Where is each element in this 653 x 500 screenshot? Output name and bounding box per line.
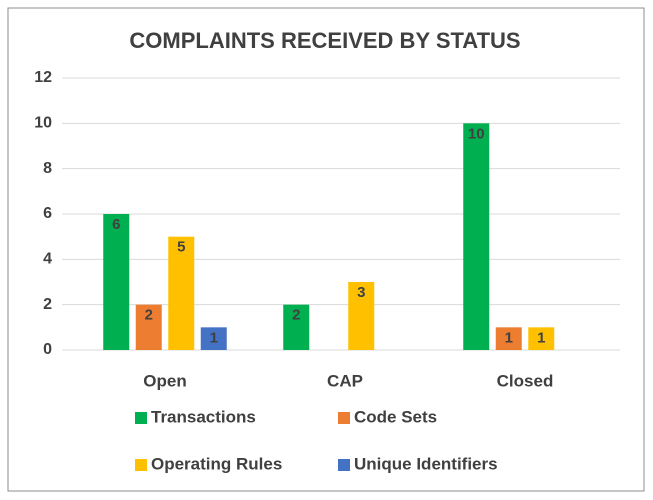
data-label: 3 [357, 284, 365, 301]
y-tick-label: 12 [34, 69, 52, 86]
bar [495, 327, 522, 350]
data-label: 1 [505, 329, 513, 346]
legend-label: Operating Rules [151, 454, 282, 473]
bar [103, 214, 130, 350]
bar [135, 304, 162, 350]
legend-label: Unique Identifiers [354, 454, 498, 473]
y-tick-label: 4 [43, 251, 52, 268]
bar [168, 236, 195, 350]
bar [200, 327, 227, 350]
y-tick-label: 2 [43, 296, 52, 313]
bar [463, 123, 490, 350]
y-tick-label: 6 [43, 205, 52, 222]
y-tick-label: 8 [43, 160, 52, 177]
legend-label: Code Sets [354, 407, 437, 426]
data-label: 2 [292, 307, 300, 324]
bar [528, 327, 555, 350]
y-tick-label: 10 [34, 115, 52, 132]
data-label: 10 [468, 125, 485, 142]
bar [348, 282, 375, 350]
legend-label: Transactions [151, 407, 256, 426]
data-label: 5 [177, 239, 185, 256]
data-label: 6 [112, 216, 120, 233]
bar [283, 304, 310, 350]
x-tick-label: Open [143, 371, 186, 390]
chart-title: COMPLAINTS RECEIVED BY STATUS [129, 28, 520, 53]
legend-swatch [338, 459, 350, 471]
data-label: 1 [537, 329, 545, 346]
x-tick-label: Closed [497, 371, 554, 390]
data-label: 1 [210, 329, 218, 346]
y-tick-label: 0 [43, 341, 52, 358]
data-label: 2 [145, 307, 153, 324]
legend-swatch [135, 412, 147, 424]
legend-swatch [338, 412, 350, 424]
legend-swatch [135, 459, 147, 471]
x-tick-label: CAP [327, 371, 363, 390]
